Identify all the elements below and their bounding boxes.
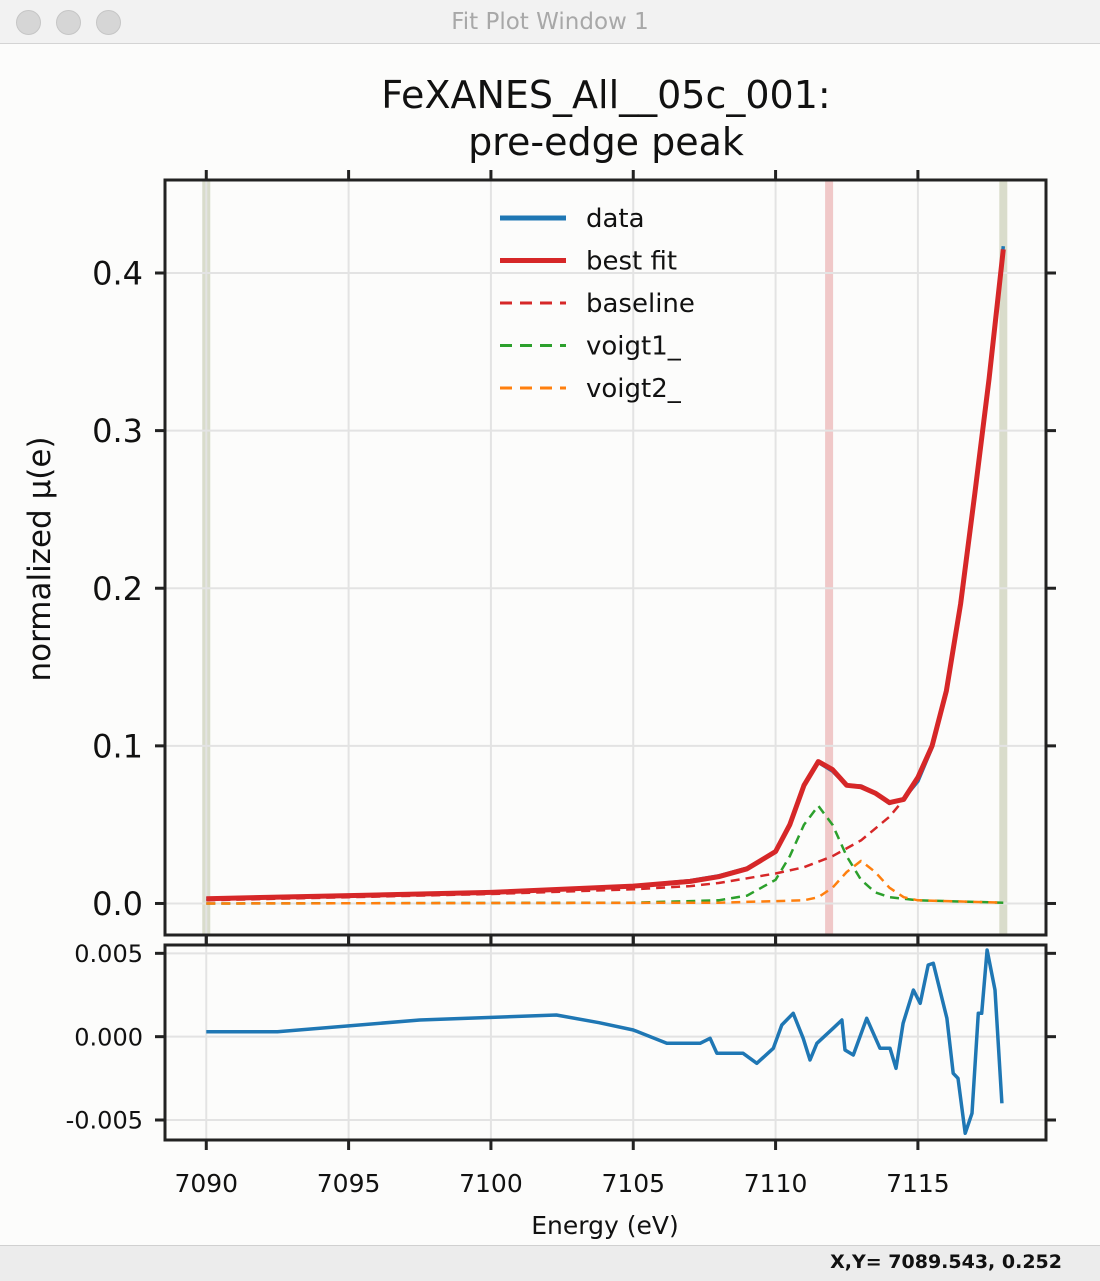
legend-label: baseline <box>586 289 695 319</box>
vertical-band <box>999 180 1008 935</box>
series-line-voigt2 <box>206 859 1004 905</box>
y-tick-label: 0.2 <box>92 570 143 608</box>
x-tick-label: 7105 <box>601 1169 665 1198</box>
chart-title: FeXANES_All__05c_001: <box>381 73 830 117</box>
legend-label: voigt2_ <box>586 374 682 404</box>
x-tick-label: 7115 <box>886 1169 950 1198</box>
y-axis-label: normalized μ(e) <box>22 436 58 681</box>
main-series <box>206 246 1006 905</box>
x-tick-label: 7100 <box>459 1169 523 1198</box>
status-bar: X,Y= 7089.543, 0.252 <box>0 1245 1100 1281</box>
y-tick-label: 0.4 <box>92 255 143 293</box>
chart-subtitle: pre-edge peak <box>468 120 744 164</box>
cursor-coordinates: X,Y= 7089.543, 0.252 <box>830 1251 1062 1273</box>
close-window-button[interactable] <box>16 10 41 35</box>
zoom-window-button[interactable] <box>96 10 121 35</box>
legend-label: voigt1_ <box>586 332 682 362</box>
vertical-band <box>825 180 834 935</box>
y-tick-label: 0.005 <box>74 940 143 968</box>
legend-label: data <box>586 204 645 234</box>
y-tick-label: 0.1 <box>92 727 143 765</box>
y-tick-label: 0.3 <box>92 412 143 450</box>
series-line-residual <box>206 948 1004 1136</box>
x-tick-label: 7095 <box>317 1169 381 1198</box>
series-line-baseline <box>206 795 908 902</box>
axes-frame <box>163 943 1048 1142</box>
minimize-window-button[interactable] <box>56 10 81 35</box>
x-axis-label: Energy (eV) <box>531 1211 678 1240</box>
main-axes: 0.0 0.1 0.2 0.3 0.4 <box>92 170 1056 945</box>
y-tick-label: -0.005 <box>66 1107 143 1135</box>
y-tick-label: 0.000 <box>74 1023 143 1051</box>
axes-frame <box>163 178 1048 937</box>
residual-axes: 0.005 0.000 -0.005 7090 7095 7100 7105 7110 7115 <box>66 935 1056 1198</box>
window-title: Fit Plot Window 1 <box>451 9 649 35</box>
title-bar: Fit Plot Window 1 <box>0 0 1100 44</box>
legend: data best fit baseline voigt1_ voigt2_ <box>500 204 695 404</box>
x-tick-label: 7090 <box>174 1169 238 1198</box>
residual-grid <box>165 945 1046 1140</box>
legend-label: best fit <box>586 247 677 277</box>
y-tick-label: 0.0 <box>92 885 143 923</box>
residual-series <box>206 948 1004 1136</box>
series-line-best-fit <box>206 249 1006 902</box>
x-tick-label: 7110 <box>744 1169 808 1198</box>
plot-canvas[interactable]: 0.0 0.1 0.2 0.3 0.4 FeXANES_All__05c_001: pr… <box>0 44 1100 1244</box>
